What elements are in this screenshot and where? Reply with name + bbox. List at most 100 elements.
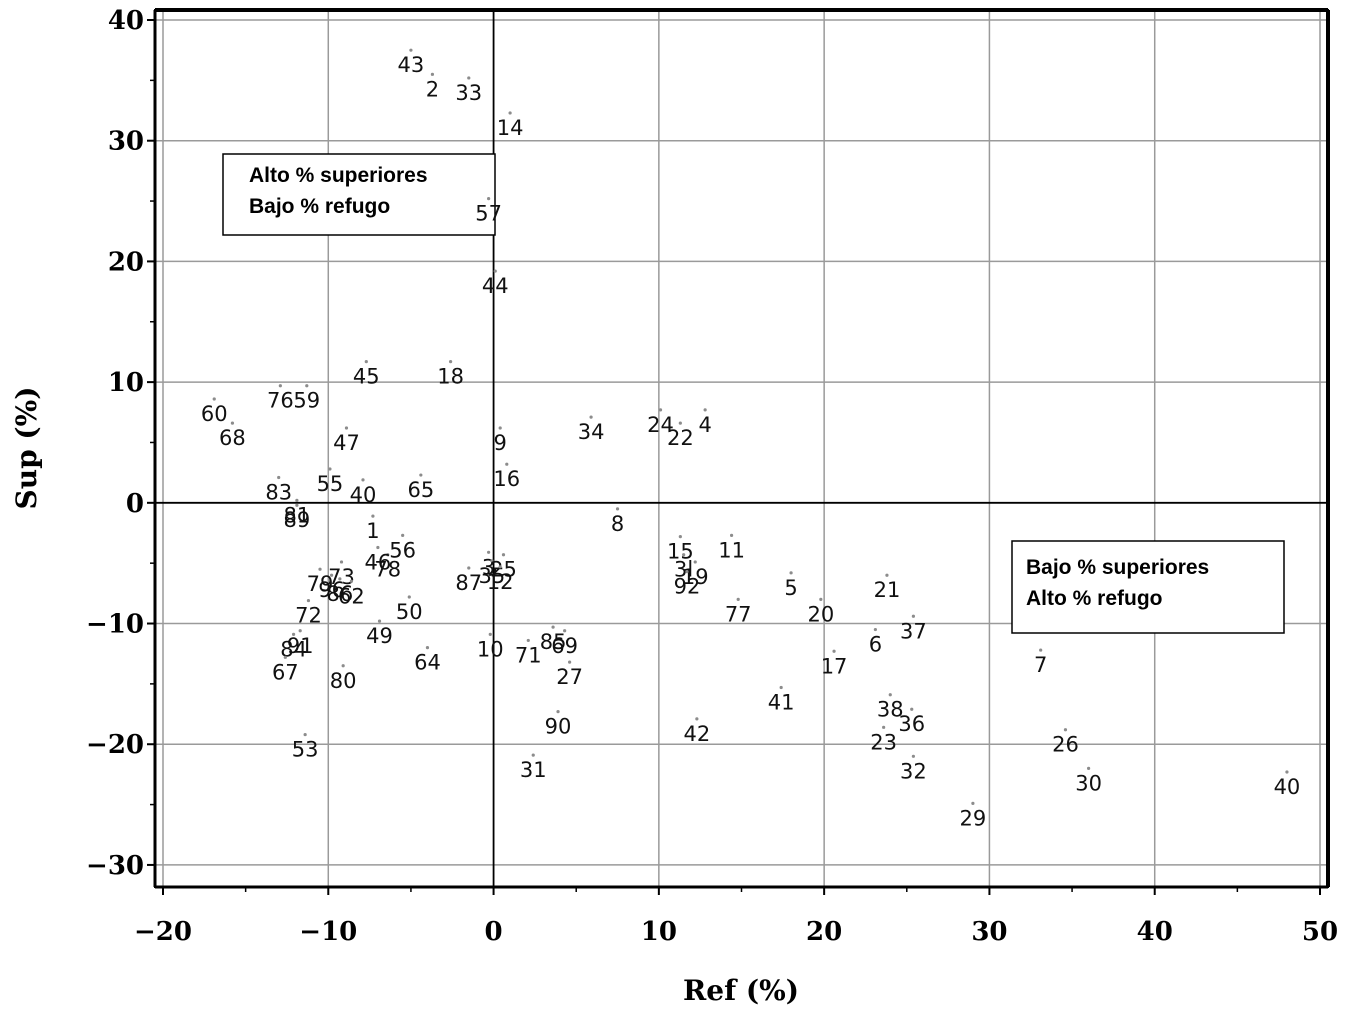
x-tick-label: 10: [641, 917, 677, 947]
y-tick-label: 40: [108, 6, 144, 36]
data-point-label: 3l: [674, 558, 693, 582]
data-point-marker: [212, 397, 216, 401]
data-point-marker: [1087, 766, 1091, 770]
data-point-label: 12: [487, 570, 514, 594]
axes: −20 −10 0 10 20 30 40 50 40 30 20 10 0 −10 −20 −30: [86, 6, 1338, 947]
data-point-label: 53: [292, 738, 319, 762]
data-point-marker: [508, 111, 512, 115]
data-point-label: 83: [265, 480, 292, 504]
data-point-marker: [305, 384, 309, 388]
data-point-marker: [230, 421, 235, 425]
data-point-marker: [386, 553, 390, 557]
data-point-marker: [371, 514, 375, 518]
data-point-marker: [911, 754, 915, 758]
grid: [155, 10, 1328, 887]
data-point-marker: [278, 384, 282, 388]
data-point-label: 24: [647, 413, 674, 437]
data-point-label: 91: [287, 634, 314, 658]
data-point-label: 79: [307, 572, 334, 596]
data-point-label: 50: [396, 600, 423, 624]
data-point-marker: [729, 533, 734, 538]
data-point-label: 46: [365, 550, 392, 574]
annotation-text: Alto % superiores: [249, 164, 428, 187]
data-point-label: 49: [366, 624, 393, 648]
data-point-marker: [685, 570, 689, 574]
data-point-marker: [425, 646, 430, 650]
data-point-marker: [736, 597, 740, 601]
data-point-label: 78: [374, 558, 401, 582]
data-point-label: 38: [877, 698, 904, 722]
data-point-marker: [678, 421, 682, 425]
y-tick-label: −20: [86, 730, 144, 760]
x-tick-label: −20: [134, 917, 192, 947]
data-point-label: 16: [493, 467, 520, 491]
x-tick-label: 40: [1137, 917, 1173, 947]
data-point-label: 56: [389, 538, 416, 562]
data-point-marker: [873, 627, 877, 632]
data-point-marker: [779, 685, 783, 690]
data-point-marker: [703, 408, 707, 412]
data-point-marker: [401, 533, 405, 538]
data-point-label: 81: [284, 503, 311, 527]
data-point-marker: [467, 566, 471, 570]
data-point-label: 9: [493, 431, 506, 455]
data-point-marker: [298, 629, 302, 633]
data-point-label: 17: [821, 654, 848, 678]
data-point-label: 23: [870, 730, 897, 754]
data-point-marker: [531, 753, 535, 757]
data-point-label: 2: [426, 77, 439, 101]
data-point-marker: [819, 597, 823, 601]
data-point-marker: [551, 625, 555, 629]
data-point-marker: [376, 545, 380, 550]
data-point-marker: [419, 473, 423, 477]
data-point-label: 45: [353, 365, 380, 389]
data-point-marker: [295, 498, 299, 503]
data-point-marker: [888, 693, 892, 697]
data-point-label: 96: [318, 578, 345, 602]
x-tick-label: 30: [971, 917, 1007, 947]
data-point-marker: [488, 632, 492, 636]
data-point-marker: [407, 595, 411, 599]
data-point-marker: [615, 507, 620, 511]
data-point-marker: [490, 559, 494, 563]
y-tick-label: 0: [126, 489, 144, 519]
data-point-label: 57: [475, 202, 502, 226]
data-point-label: 5: [784, 576, 797, 600]
data-point-marker: [361, 478, 365, 482]
data-point-label: 40: [350, 483, 377, 507]
data-point-label: 31: [520, 758, 547, 782]
data-point-marker: [1063, 728, 1068, 732]
data-point-marker: [498, 565, 502, 569]
data-point-label: 73: [328, 565, 355, 589]
x-tick-label: 50: [1302, 917, 1338, 947]
data-point-label: 21: [874, 578, 901, 602]
data-point-label: 64: [414, 651, 441, 675]
y-tick-label: −10: [86, 610, 144, 640]
data-point-marker: [430, 72, 435, 76]
y-tick-label: 30: [108, 127, 144, 157]
data-point-label: 25: [490, 558, 517, 582]
data-point-label: 29: [960, 806, 987, 830]
data-point-label: 20: [807, 602, 834, 626]
y-tick-label: 20: [108, 247, 144, 277]
data-point-marker: [329, 573, 334, 577]
data-point-marker: [695, 717, 699, 721]
data-point-marker: [467, 76, 471, 80]
data-point-label: 44: [482, 274, 509, 298]
data-point-marker: [682, 553, 686, 557]
data-point-marker: [505, 462, 509, 466]
data-point-label: 6: [869, 633, 882, 657]
data-point-label: 72: [295, 604, 322, 628]
data-point-label: 62: [338, 584, 365, 608]
data-point-label: 41: [768, 690, 795, 714]
data-point-marker: [344, 426, 349, 430]
data-point-marker: [882, 725, 886, 729]
data-point-marker: [318, 567, 322, 571]
x-tick-label: 0: [485, 917, 503, 947]
data-point-label: 30: [1075, 771, 1102, 795]
data-point-marker: [832, 649, 836, 653]
data-point-marker: [291, 632, 296, 636]
x-axis-title: Ref (%): [683, 974, 799, 1007]
data-point-label: 47: [333, 431, 360, 455]
